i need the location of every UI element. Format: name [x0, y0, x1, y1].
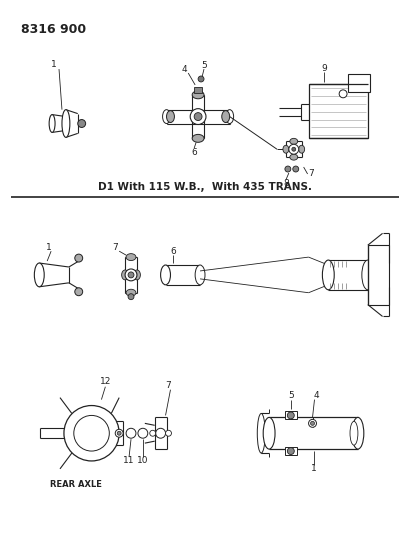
Ellipse shape: [192, 134, 204, 142]
Circle shape: [125, 269, 137, 281]
Text: 8316 900: 8316 900: [20, 22, 85, 36]
Text: D1 With 115 W.B.,  With 435 TRANS.: D1 With 115 W.B., With 435 TRANS.: [98, 182, 311, 192]
Circle shape: [74, 288, 83, 296]
Text: 7: 7: [308, 169, 314, 179]
Circle shape: [137, 429, 147, 438]
Text: 5: 5: [287, 391, 293, 400]
Circle shape: [284, 166, 290, 172]
Text: 5: 5: [201, 61, 207, 70]
Circle shape: [308, 419, 316, 427]
Circle shape: [117, 431, 121, 435]
Circle shape: [198, 76, 204, 82]
Circle shape: [287, 448, 294, 455]
Text: 4: 4: [181, 64, 187, 74]
Text: 10: 10: [137, 456, 148, 465]
Circle shape: [64, 406, 119, 461]
Ellipse shape: [361, 260, 373, 290]
Text: 1: 1: [310, 464, 316, 473]
Text: REAR AXLE: REAR AXLE: [50, 480, 101, 489]
Text: 4: 4: [313, 391, 319, 400]
Circle shape: [155, 429, 165, 438]
Ellipse shape: [321, 260, 333, 290]
Ellipse shape: [195, 265, 204, 285]
Bar: [284, 411, 296, 419]
Circle shape: [310, 422, 314, 425]
Ellipse shape: [192, 91, 204, 99]
Ellipse shape: [126, 254, 136, 261]
Circle shape: [126, 429, 136, 438]
Ellipse shape: [34, 263, 44, 287]
Circle shape: [115, 429, 123, 437]
Circle shape: [149, 430, 155, 436]
Circle shape: [338, 90, 346, 98]
Ellipse shape: [49, 115, 55, 132]
Ellipse shape: [166, 111, 174, 123]
Text: 8: 8: [282, 180, 288, 188]
Ellipse shape: [126, 289, 136, 296]
Ellipse shape: [298, 146, 304, 153]
Circle shape: [291, 147, 295, 151]
Ellipse shape: [289, 154, 297, 160]
Bar: [367, 245, 389, 304]
Ellipse shape: [349, 422, 357, 445]
Circle shape: [190, 109, 205, 125]
Circle shape: [194, 112, 202, 120]
Circle shape: [128, 272, 134, 278]
Circle shape: [74, 415, 109, 451]
Ellipse shape: [133, 270, 140, 280]
Text: 7: 7: [165, 381, 171, 390]
Ellipse shape: [225, 110, 233, 124]
Ellipse shape: [160, 265, 170, 285]
Bar: [284, 447, 296, 455]
Bar: [308, 84, 367, 139]
Circle shape: [78, 119, 85, 127]
Circle shape: [288, 144, 298, 154]
Ellipse shape: [263, 417, 274, 449]
Text: 9: 9: [321, 63, 326, 72]
Ellipse shape: [62, 110, 70, 138]
Bar: [347, 74, 369, 92]
Text: 6: 6: [170, 247, 176, 256]
Text: 1: 1: [46, 243, 52, 252]
Text: 6: 6: [191, 148, 197, 157]
Ellipse shape: [221, 111, 229, 123]
Circle shape: [292, 166, 298, 172]
Circle shape: [74, 254, 83, 262]
Circle shape: [165, 430, 171, 436]
Ellipse shape: [162, 110, 170, 124]
Circle shape: [128, 294, 134, 300]
Text: 12: 12: [99, 377, 111, 386]
Ellipse shape: [257, 414, 265, 453]
Bar: [194, 87, 202, 93]
Ellipse shape: [289, 139, 297, 144]
Ellipse shape: [282, 146, 288, 153]
Text: 7: 7: [112, 243, 118, 252]
Ellipse shape: [351, 417, 363, 449]
Text: 11: 11: [123, 456, 135, 465]
Circle shape: [287, 412, 294, 419]
Ellipse shape: [121, 270, 128, 280]
Text: 1: 1: [51, 60, 57, 69]
